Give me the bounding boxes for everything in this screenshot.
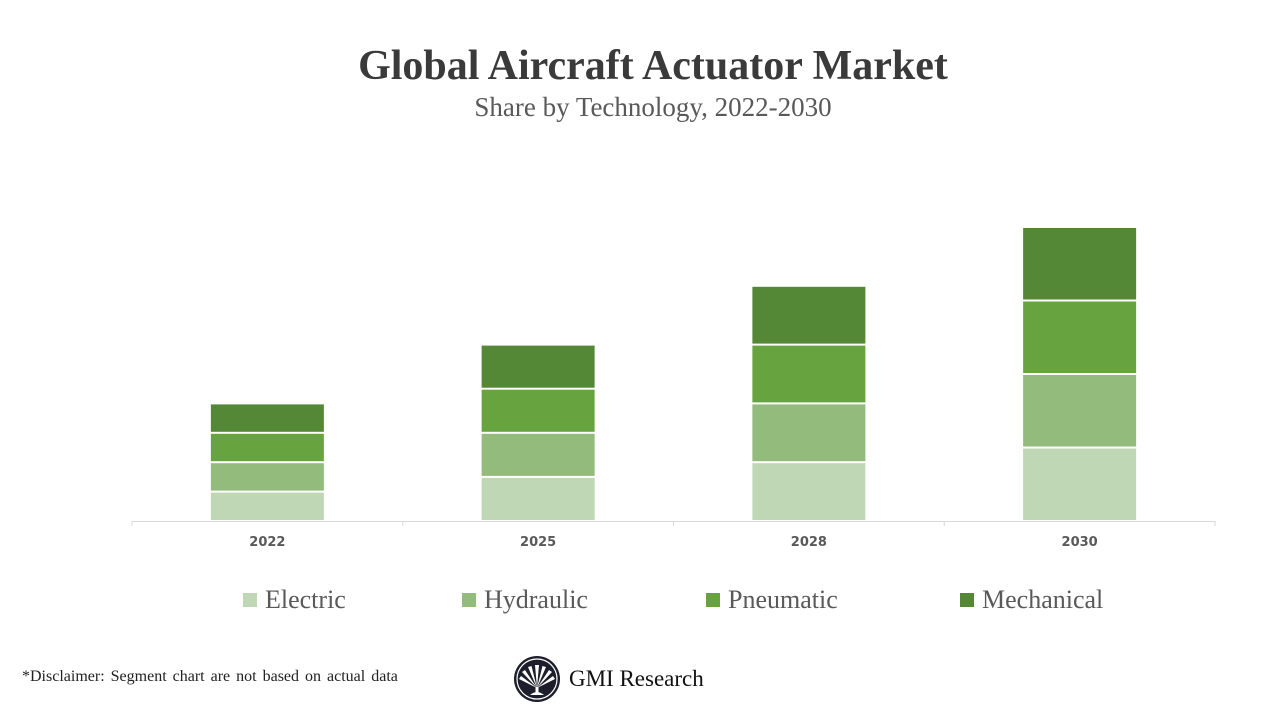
legend-swatch [243,593,257,607]
bar-segment-hydraulic-2028 [752,404,866,462]
legend-label: Mechanical [982,585,1104,614]
bar-segment-mechanical-2030 [1023,228,1137,300]
bar-segment-hydraulic-2025 [481,433,595,476]
bar-segment-mechanical-2028 [752,286,866,344]
brand-name: GMI Research [569,666,704,691]
legend-label: Pneumatic [728,585,838,614]
x-tick-label: 2022 [249,535,285,550]
legend-item-mechanical: Mechanical [960,585,1103,615]
bar-segment-pneumatic-2030 [1023,301,1137,373]
legend-item-hydraulic: Hydraulic [462,585,588,615]
bar-segment-electric-2028 [752,463,866,520]
disclaimer: *Disclaimer: Segment chart are not based… [22,668,398,685]
legend-label: Hydraulic [484,585,588,614]
bar-segment-mechanical-2025 [481,345,595,388]
bar-segment-hydraulic-2022 [210,463,324,491]
bar-segment-electric-2025 [481,477,595,520]
x-tick-label: 2028 [791,535,827,550]
bar-segment-pneumatic-2028 [752,345,866,403]
legend-item-electric: Electric [243,585,346,615]
bar-segment-pneumatic-2022 [210,433,324,462]
bar-segment-hydraulic-2030 [1023,375,1137,447]
bar-segment-electric-2030 [1023,448,1137,520]
bar-segment-mechanical-2022 [210,404,324,432]
x-tick-label: 2030 [1062,535,1098,550]
chart-subtitle: Share by Technology, 2022-2030 [474,92,832,122]
legend-swatch [462,593,476,607]
legend-label: Electric [265,585,346,614]
x-tick-label: 2025 [520,535,556,550]
bar-segment-electric-2022 [210,492,324,520]
fan-leaf-icon [514,656,560,702]
chart-title: Global Aircraft Actuator Market [358,43,948,89]
legend-swatch [960,593,974,607]
legend-item-pneumatic: Pneumatic [706,585,838,615]
gmi-research-logo: GMI Research [513,655,704,703]
legend-swatch [706,593,720,607]
bar-segment-pneumatic-2025 [481,389,595,432]
